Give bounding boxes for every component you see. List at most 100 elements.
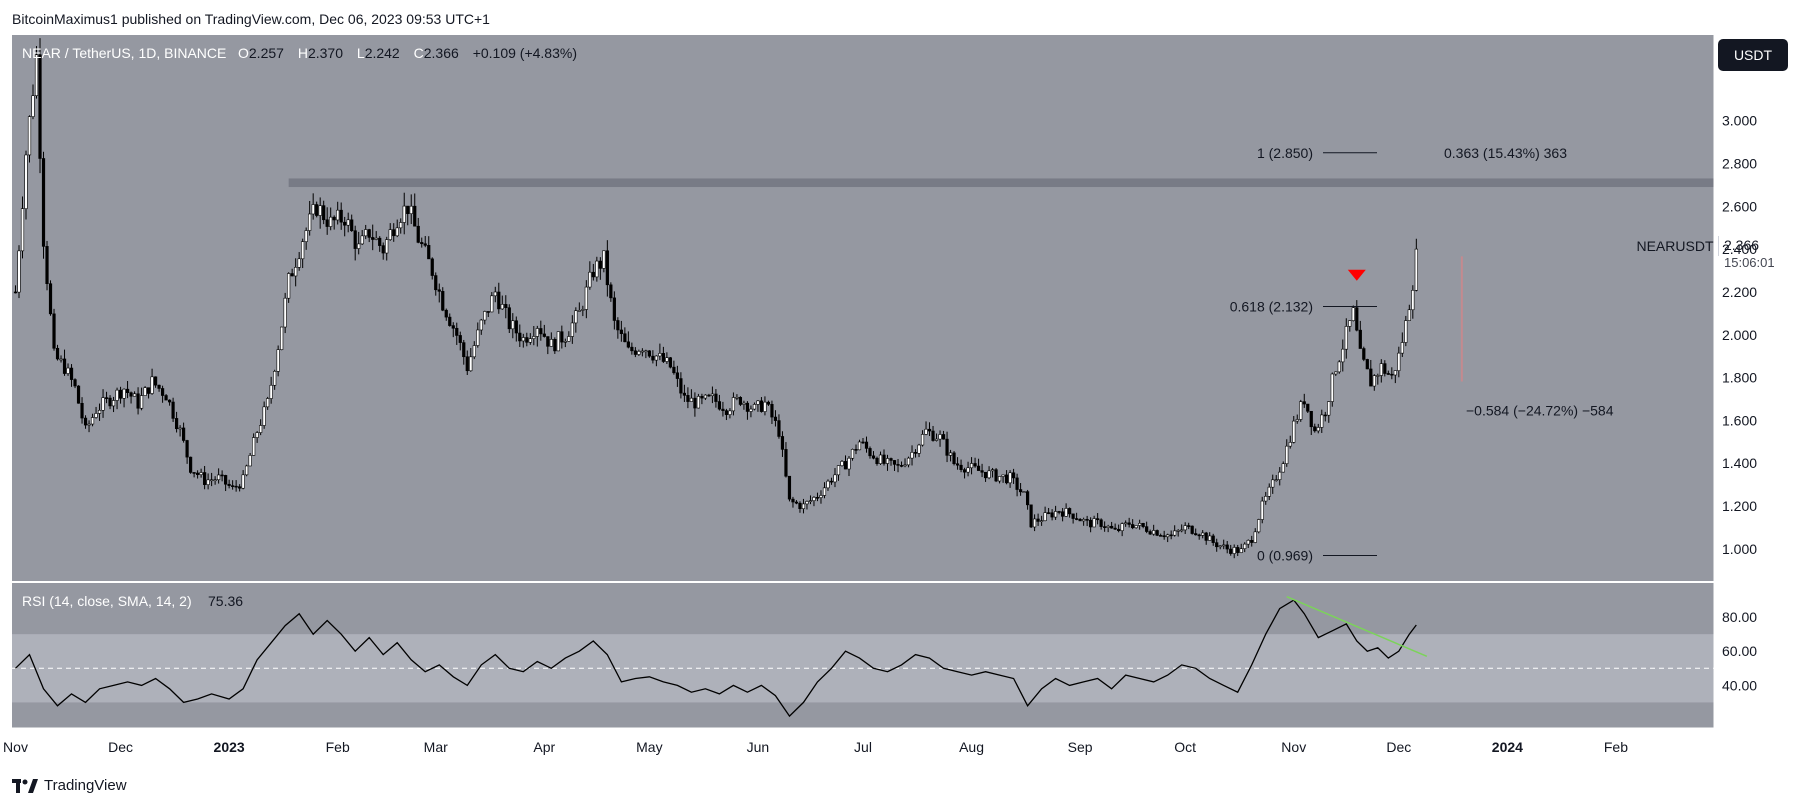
candle-body bbox=[525, 337, 529, 343]
chart-axes: 1.000 1.200 1.400 1.600 1.800 2.000 2.200 2.400… bbox=[3, 35, 1794, 765]
candle-body bbox=[1194, 533, 1198, 536]
high-label: H bbox=[298, 45, 308, 61]
candle-body bbox=[906, 457, 911, 466]
candle-body bbox=[227, 483, 231, 486]
candle-body bbox=[738, 397, 743, 405]
candle-body bbox=[178, 427, 182, 430]
candle-body bbox=[605, 250, 609, 286]
candle-body bbox=[945, 438, 949, 456]
candle-body bbox=[69, 367, 74, 380]
candle-body bbox=[434, 275, 438, 291]
candle-body bbox=[1292, 420, 1296, 443]
candle-body bbox=[182, 427, 186, 441]
candle-body bbox=[1134, 525, 1138, 529]
candle-body bbox=[1306, 403, 1310, 412]
bar-countdown: 15:06:01 bbox=[1724, 255, 1775, 270]
candle-body bbox=[1260, 500, 1264, 520]
candle-body bbox=[1113, 527, 1117, 530]
candle-body bbox=[546, 336, 550, 347]
candle-body bbox=[1166, 534, 1170, 538]
candle-body bbox=[413, 205, 417, 227]
candle-body bbox=[1334, 371, 1338, 375]
candle-body bbox=[34, 54, 39, 96]
candle-body bbox=[752, 404, 757, 410]
price-tick-6: 2.200 bbox=[1722, 284, 1757, 300]
candle-body bbox=[504, 304, 508, 308]
tradingview-brand[interactable]: TradingView bbox=[12, 777, 127, 794]
candle-body bbox=[203, 472, 207, 485]
candle-body bbox=[1379, 363, 1383, 376]
candle-body bbox=[1264, 495, 1268, 502]
candle-body bbox=[616, 320, 620, 331]
candle-body bbox=[1050, 512, 1054, 518]
candle-body bbox=[1208, 535, 1212, 541]
candle-body bbox=[220, 474, 224, 477]
candle-body bbox=[749, 408, 753, 412]
candle-body bbox=[122, 388, 126, 399]
candle-body bbox=[339, 209, 343, 223]
candle-body bbox=[728, 410, 732, 415]
candle-body bbox=[528, 338, 532, 343]
price-tick-3: 1.600 bbox=[1722, 412, 1757, 428]
candle-body bbox=[1369, 368, 1373, 387]
candle-body bbox=[31, 95, 35, 117]
candle-body bbox=[955, 463, 960, 466]
candle-body bbox=[1239, 548, 1243, 553]
symbol-name: NEAR / TetherUS, 1D, BINANCE bbox=[22, 45, 226, 61]
currency-button[interactable]: USDT bbox=[1718, 39, 1788, 71]
candle-body bbox=[1057, 511, 1061, 513]
candle-body bbox=[90, 417, 95, 425]
candle-body bbox=[1390, 373, 1394, 376]
candle-body bbox=[679, 378, 683, 394]
candle-body bbox=[801, 503, 806, 510]
candle-body bbox=[1365, 359, 1369, 370]
candle-body bbox=[1348, 320, 1352, 327]
candle-body bbox=[1096, 518, 1100, 521]
time-tick-10: Sep bbox=[1068, 739, 1093, 755]
time-tick-8: Jul bbox=[854, 739, 872, 755]
rsi-tick-1: 60.00 bbox=[1722, 643, 1757, 659]
candle-body bbox=[448, 316, 452, 326]
candle-body bbox=[41, 158, 46, 247]
candle-body bbox=[1215, 542, 1219, 548]
candle-body bbox=[406, 205, 410, 215]
candle-body bbox=[773, 416, 778, 421]
candle-body bbox=[871, 455, 876, 459]
rsi-trendline bbox=[1286, 595, 1428, 658]
candle-body bbox=[283, 297, 287, 328]
candle-body bbox=[1376, 375, 1380, 377]
candle-body bbox=[1327, 401, 1331, 416]
candle-body bbox=[1257, 519, 1261, 533]
candle-body bbox=[941, 434, 946, 440]
candle-body bbox=[493, 291, 497, 297]
candle-body bbox=[374, 237, 378, 240]
candle-body bbox=[287, 273, 291, 299]
candle-body bbox=[682, 392, 686, 396]
last-price-value: 2.366 bbox=[1724, 237, 1760, 253]
candle-body bbox=[395, 227, 399, 237]
candle-body bbox=[1414, 248, 1418, 291]
candle-body bbox=[189, 456, 193, 473]
last-price-symbol: NEARUSDT bbox=[1632, 236, 1719, 256]
candle-body bbox=[983, 471, 988, 479]
price-tick-4: 1.800 bbox=[1722, 370, 1757, 386]
candle-body bbox=[20, 208, 25, 252]
candle-body bbox=[108, 397, 112, 407]
candle-body bbox=[1029, 504, 1033, 528]
candle-body bbox=[332, 216, 336, 221]
candle-body bbox=[815, 497, 820, 499]
candle-body bbox=[850, 449, 855, 459]
candle-body bbox=[822, 487, 827, 496]
candle-body bbox=[1355, 307, 1359, 331]
candle-body bbox=[997, 476, 1002, 482]
time-tick-11: Oct bbox=[1174, 739, 1196, 755]
candle-body bbox=[791, 498, 795, 503]
candle-body bbox=[630, 346, 634, 352]
candle-body bbox=[217, 474, 221, 481]
candle-body bbox=[125, 388, 130, 393]
candle-body bbox=[770, 404, 774, 418]
candle-body bbox=[185, 440, 189, 458]
candle-body bbox=[266, 398, 270, 408]
candle-body bbox=[192, 472, 196, 474]
candle-body bbox=[959, 464, 963, 470]
